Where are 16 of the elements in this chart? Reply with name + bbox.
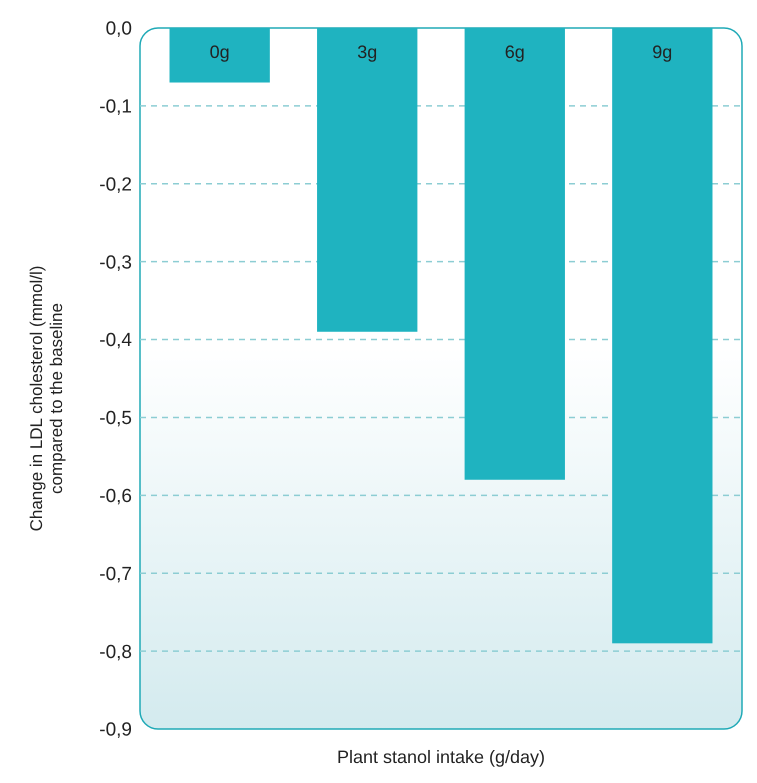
y-tick-label: -0,6 [99, 486, 132, 507]
x-axis-title: Plant stanol intake (g/day) [336, 747, 546, 767]
x-tick-label: 9g [652, 42, 672, 62]
y-tick-label: 0,0 [106, 18, 132, 40]
y-tick-label: -0,7 [99, 564, 132, 585]
x-tick-label: 6g [504, 42, 525, 62]
y-tick-label: -0,4 [99, 330, 132, 352]
y-tick-label: -0,2 [99, 174, 132, 196]
y-tick-label: -0,9 [99, 720, 132, 741]
y-tick-label: -0,8 [99, 642, 132, 663]
y-axis-title: Change in LDL cholesterol (mmol/l) compared to the baseline [27, 266, 66, 532]
y-tick-label: -0,1 [99, 96, 132, 118]
x-tick-label: 3g [357, 42, 378, 62]
y-tick-label: -0,5 [99, 408, 132, 430]
y-tick-label: -0,3 [99, 252, 132, 274]
x-tick-label: 0g [210, 42, 230, 62]
